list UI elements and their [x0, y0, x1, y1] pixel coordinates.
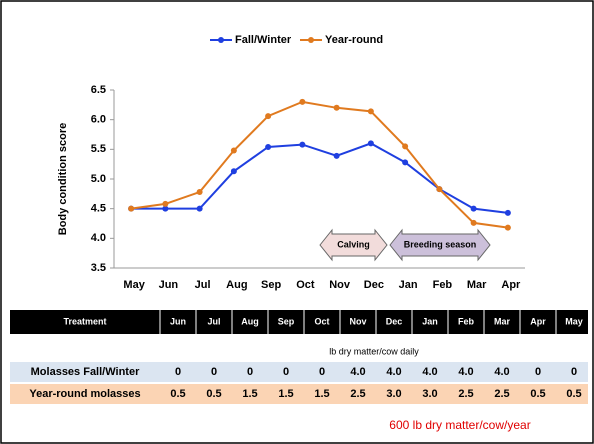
point [333, 104, 340, 111]
point [128, 205, 135, 212]
table-header-cell: Sep [278, 316, 295, 326]
point [504, 209, 511, 216]
table-cell: 0 [319, 366, 325, 378]
table-cell: 1.5 [314, 388, 329, 400]
point [436, 186, 443, 193]
table-cell: 4.0 [386, 366, 401, 378]
annotation-label: Calving [337, 239, 370, 249]
table-cell: 1.5 [242, 388, 257, 400]
point [230, 147, 237, 154]
x-tick-label: Feb [433, 279, 453, 291]
table-cell: 4.0 [422, 366, 437, 378]
table-header-cell: Jun [170, 316, 186, 326]
x-tick-label: Oct [296, 279, 315, 291]
x-tick-label: Jul [195, 279, 211, 291]
point [333, 152, 340, 159]
legend-marker [218, 37, 224, 43]
x-tick-label: Apr [501, 279, 521, 291]
y-tick-label: 4.5 [91, 203, 106, 215]
table-cell: 0 [283, 366, 289, 378]
legend-label: Fall/Winter [235, 34, 292, 46]
point [265, 143, 272, 150]
table-cell: 1.5 [278, 388, 293, 400]
footnote: 600 lb dry matter/cow/year [389, 418, 530, 432]
table-header-cell: Feb [458, 316, 475, 326]
table-cell: 2.5 [458, 388, 473, 400]
table-cell: 3.0 [422, 388, 437, 400]
x-tick-label: Mar [467, 279, 487, 291]
annotation-arrow [389, 228, 491, 262]
series-line [131, 142, 508, 214]
table-cell: Molasses Fall/Winter [31, 366, 140, 378]
legend-label: Year-round [325, 34, 383, 46]
y-axis-label: Body condition score [57, 123, 69, 235]
table-cell: 0 [535, 366, 541, 378]
table-cell: 2.5 [494, 388, 509, 400]
table-cell: 0.5 [170, 388, 185, 400]
table-header-cell: Oct [314, 316, 329, 326]
x-tick-label: May [123, 279, 145, 291]
table-header-cell: Jul [207, 316, 220, 326]
table-cell: 0.5 [566, 388, 581, 400]
table-header-cell: Aug [241, 316, 259, 326]
table-header-cell: Nov [349, 316, 366, 326]
point [162, 200, 169, 207]
annotation-arrow [319, 228, 388, 262]
x-tick-label: Jun [159, 279, 179, 291]
x-tick-label: Nov [329, 279, 351, 291]
point [265, 113, 272, 120]
point [230, 168, 237, 175]
table-unit-note: lb dry matter/cow daily [329, 346, 419, 356]
table-cell: 4.0 [494, 366, 509, 378]
table-header-bg [10, 310, 588, 334]
table-row-bg [10, 362, 588, 382]
table-header-cell: Dec [386, 316, 403, 326]
table-cell: Year-round molasses [29, 388, 140, 400]
point [196, 205, 203, 212]
table-cell: 2.5 [350, 388, 365, 400]
table-cell: 3.0 [386, 388, 401, 400]
table-header-cell: Treatment [63, 316, 106, 326]
y-tick-label: 3.5 [91, 262, 106, 274]
x-tick-label: Jan [399, 279, 418, 291]
table-cell: 0 [571, 366, 577, 378]
table-cell: 4.0 [350, 366, 365, 378]
y-tick-label: 4.0 [91, 232, 106, 244]
y-tick-label: 5.5 [91, 143, 106, 155]
table-cell: 4.0 [458, 366, 473, 378]
point [367, 140, 374, 147]
y-tick-label: 5.0 [91, 173, 106, 185]
table-cell: 0.5 [206, 388, 221, 400]
point [299, 141, 306, 148]
point [162, 205, 169, 212]
table-cell: 0.5 [530, 388, 545, 400]
point [402, 159, 409, 166]
point [470, 205, 477, 212]
table-cell: 0 [247, 366, 253, 378]
point [504, 224, 511, 231]
x-tick-label: Aug [226, 279, 247, 291]
table-row-bg [10, 384, 588, 404]
table-cell: 0 [175, 366, 181, 378]
legend-marker [308, 37, 314, 43]
table-header-cell: Apr [530, 316, 546, 326]
point [196, 189, 203, 196]
x-tick-label: Dec [364, 279, 384, 291]
series-line [130, 100, 509, 229]
y-tick-label: 6.0 [91, 114, 106, 126]
table-header-cell: Mar [494, 316, 511, 326]
table-header-cell: Jan [422, 316, 438, 326]
annotation-label: Breeding season [404, 239, 477, 249]
table-cell: 0 [211, 366, 217, 378]
y-tick-label: 6.5 [91, 84, 106, 96]
point [299, 98, 306, 105]
table-header-cell: May [565, 316, 583, 326]
point [402, 143, 409, 150]
point [367, 108, 374, 115]
point [470, 219, 477, 226]
x-tick-label: Sep [261, 279, 281, 291]
